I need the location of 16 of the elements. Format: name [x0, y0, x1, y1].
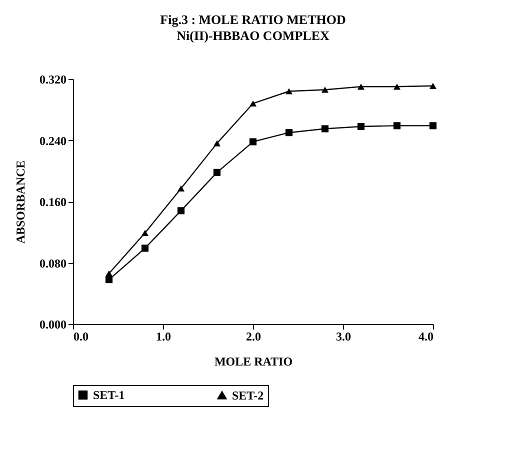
legend-label: SET-2: [232, 388, 264, 402]
chart-title: Fig.3 : MOLE RATIO METHOD: [160, 12, 346, 27]
x-tick-label: 3.0: [336, 330, 351, 344]
y-tick-label: 0.000: [40, 318, 66, 332]
y-tick-label: 0.240: [40, 134, 66, 148]
x-tick-label: 0.0: [74, 330, 88, 344]
y-tick-label: 0.320: [40, 72, 66, 86]
y-axis-title: ABSORBANCE: [14, 160, 28, 244]
x-axis-title: MOLE RATIO: [214, 354, 293, 368]
y-tick-label: 0.080: [40, 256, 66, 270]
x-tick-label: 4.0: [418, 330, 434, 344]
legend-label: SET-1: [93, 388, 125, 402]
chart-subtitle: Ni(II)-HBBAO COMPLEX: [176, 28, 330, 43]
x-tick-label: 1.0: [156, 330, 171, 344]
x-tick-label: 2.0: [246, 330, 261, 344]
y-tick-label: 0.160: [40, 195, 66, 209]
